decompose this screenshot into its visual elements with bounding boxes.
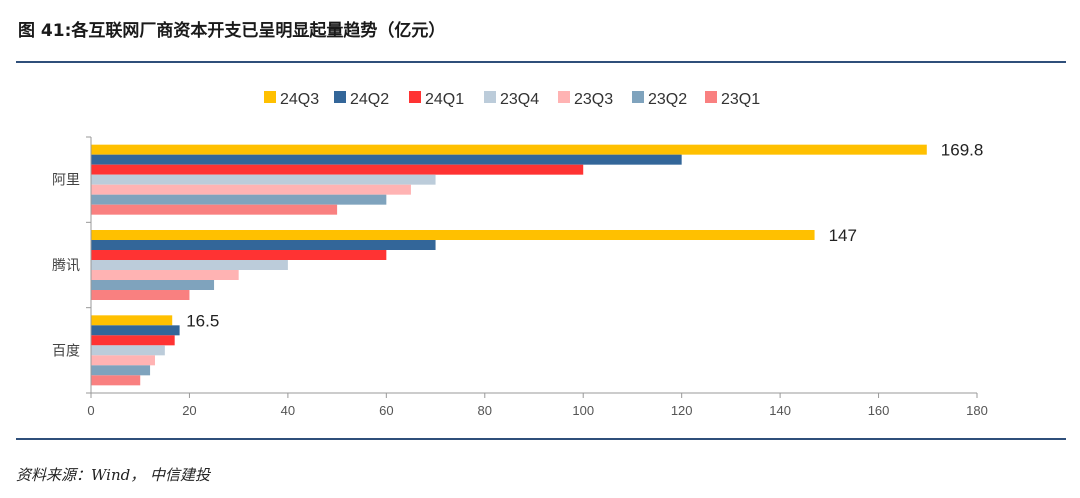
bar-23q3: [91, 355, 155, 366]
x-tick-label: 120: [671, 403, 693, 418]
bar-24q2: [91, 154, 682, 165]
legend-swatch-24q3: [264, 91, 276, 103]
x-tick-label: 60: [379, 403, 393, 418]
bar-24q2: [91, 325, 180, 336]
bottom-divider: [16, 438, 1066, 440]
bar-24q1: [91, 250, 387, 260]
legend-label-23q1: 23Q1: [721, 91, 760, 108]
data-label: 169.8: [941, 141, 984, 160]
bar-24q2: [91, 240, 436, 250]
x-tick-label: 80: [478, 403, 492, 418]
bar-23q1: [91, 290, 190, 300]
bar-23q2: [91, 194, 387, 205]
data-label: 147: [829, 226, 857, 245]
source-note: 资料来源：Wind， 中信建投: [16, 466, 210, 484]
bar-23q2: [91, 280, 215, 290]
labels-group: 169.8 147 16.5: [186, 141, 983, 331]
legend-swatch-23q2: [632, 91, 644, 103]
legend-label-24q3: 24Q3: [280, 91, 319, 108]
chart-title: 图 41:各互联网厂商资本开支已呈明显起量趋势（亿元）: [18, 21, 446, 41]
bars-group: [91, 144, 927, 386]
bar-23q3: [91, 270, 239, 280]
x-tick-label: 100: [572, 403, 594, 418]
bar-23q3: [91, 184, 411, 195]
legend-label-24q2: 24Q2: [350, 91, 389, 108]
x-tick-label: 140: [769, 403, 791, 418]
category-label: 百度: [52, 343, 80, 359]
bar-24q3: [91, 230, 815, 240]
legend-swatch-24q2: [334, 91, 346, 103]
x-tick-label: 0: [87, 403, 94, 418]
x-tick-label: 40: [281, 403, 295, 418]
bar-23q1: [91, 204, 338, 215]
category-label: 腾讯: [52, 257, 80, 274]
x-tick-label: 160: [868, 403, 890, 418]
bar-23q1: [91, 375, 141, 386]
bar-24q1: [91, 164, 584, 175]
legend-swatch-23q4: [484, 91, 496, 103]
data-label: 16.5: [186, 311, 219, 330]
category-label: 阿里: [52, 173, 80, 189]
legend-label-24q1: 24Q1: [425, 91, 464, 108]
bar-23q4: [91, 174, 436, 185]
legend-label-23q3: 23Q3: [574, 91, 613, 108]
legend-swatch-23q3: [558, 91, 570, 103]
legend-swatch-23q1: [705, 91, 717, 103]
legend: 24Q3 24Q2 24Q1 23Q4 23Q3 23Q2 23Q1: [264, 91, 760, 108]
legend-swatch-24q1: [409, 91, 421, 103]
bar-24q3: [91, 144, 927, 155]
bar-24q1: [91, 335, 175, 346]
bar-23q4: [91, 345, 165, 356]
bar-23q2: [91, 365, 151, 376]
top-divider: [16, 61, 1066, 63]
bar-23q4: [91, 260, 288, 270]
legend-label-23q4: 23Q4: [500, 91, 539, 108]
x-tick-label: 180: [966, 403, 988, 418]
bar-24q3: [91, 315, 173, 326]
x-tick-label: 20: [182, 403, 196, 418]
legend-label-23q2: 23Q2: [648, 91, 687, 108]
